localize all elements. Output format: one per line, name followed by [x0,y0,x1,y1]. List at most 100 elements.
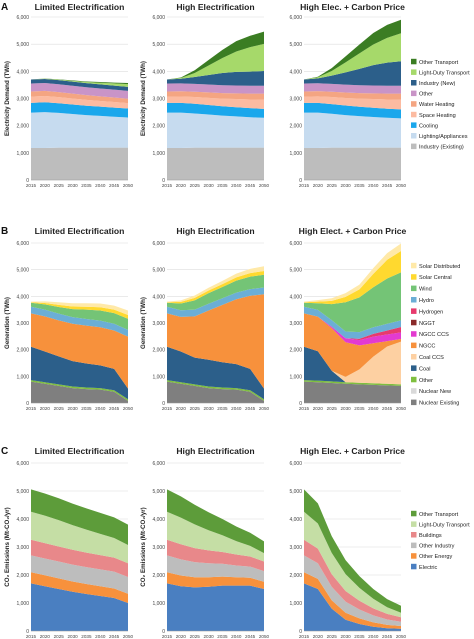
legend-panel-c: Other Transport Light-Duty Transport Build… [411,510,470,571]
x-tick-label: 2035 [217,406,228,411]
y-tick-label: 3,000 [152,97,165,103]
legend-swatch [411,58,417,65]
x-tick-label: 2015 [299,406,310,411]
x-tick-label: 2050 [396,406,407,411]
area-other-transport [304,19,401,80]
legend-swatch [411,532,417,538]
area-hydro [31,306,128,337]
y-tick-label: 3,000 [16,321,29,327]
y-tick-label: 2,000 [16,124,29,130]
y-tick-label: 6,000 [289,15,302,21]
x-tick-label: 2020 [176,406,187,411]
x-tick-label: 2025 [190,183,201,188]
legend-swatch [411,80,417,86]
legend-label: NGCC [419,344,435,350]
y-tick-label: 0 [162,629,165,635]
y-tick-label: 5,000 [152,42,165,48]
x-tick-label: 2045 [245,634,256,639]
x-tick-label: 2025 [190,406,201,411]
panel-letter-c: C [1,446,8,457]
chart-title: High Electrification [176,2,254,12]
area-wind [167,274,264,311]
x-tick-label: 2035 [354,406,365,411]
x-tick-label: 2025 [54,634,65,639]
area-other [31,83,128,99]
y-tick-label: 4,000 [289,294,302,300]
area-other-transport [31,78,128,85]
legend-label: Other Transport [419,512,459,518]
x-tick-label: 2030 [67,406,78,411]
x-tick-label: 2050 [396,634,407,639]
legend-label: Industry (New) [419,81,456,87]
y-tick-label: 5,000 [289,268,302,274]
x-tick-label: 2045 [245,406,256,411]
y-tick-label: 3,000 [152,321,165,327]
legend-swatch [411,262,417,269]
legend-label: Other Industry [419,544,455,550]
area-industry-existing [304,147,401,180]
y-tick-label: 2,000 [152,124,165,130]
y-tick-label: 2,000 [289,124,302,130]
area-buildings [304,539,401,622]
area-lighting-appliances [31,112,128,148]
chart-title: Limited Electrification [35,2,125,12]
area-industry-new [304,61,401,86]
legend-swatch [411,521,417,527]
area-industry-existing [167,147,264,180]
legend-swatch [411,133,417,139]
area-hydrogen [304,313,401,341]
area-other-industry [31,555,128,594]
legend-label: Light-Duty Transport [419,70,470,76]
y-tick-label: 6,000 [289,241,302,247]
y-tick-label: 0 [26,629,29,635]
x-tick-label: 2040 [95,406,106,411]
y-tick-label: 0 [299,401,302,407]
legend-label: Coal CCS [419,355,444,361]
y-tick-label: 1,000 [16,151,29,157]
area-solar-central [304,251,401,305]
legend-label: Space Heating [419,113,456,119]
legend-swatch [411,331,417,337]
y-tick-label: 2,000 [16,348,29,354]
area-coal [304,346,401,385]
y-tick-label: 1,000 [289,601,302,607]
area-nuclear-existing [304,381,401,403]
area-cooling [31,102,128,118]
x-tick-label: 2040 [95,183,106,188]
y-tick-label: 2,000 [16,573,29,579]
area-water-heating [31,90,128,104]
x-tick-label: 2050 [259,183,270,188]
area-other-transport [31,489,128,546]
x-tick-label: 2035 [217,183,228,188]
chart-title: Limited Electrification [35,226,125,236]
area-nuclear-existing [167,381,264,403]
legend-label: Hydrogen [419,309,443,315]
area-other-energy [304,572,401,629]
area-other [167,380,264,401]
y-tick-label: 0 [299,178,302,184]
y-tick-label: 5,000 [16,489,29,495]
x-tick-label: 2020 [40,183,51,188]
legend-swatch [411,143,417,150]
y-tick-label: 3,000 [152,545,165,551]
legend-label: Hydro [419,298,434,304]
x-tick-label: 2050 [259,406,270,411]
x-tick-label: 2035 [354,183,365,188]
x-tick-label: 2025 [327,634,338,639]
x-tick-label: 2050 [123,406,134,411]
x-tick-label: 2035 [81,183,92,188]
legend-swatch [411,274,417,280]
y-axis-label: Generation (TWh) [4,297,11,349]
x-tick-label: 2040 [95,634,106,639]
chart-title: High Elect. + Carbon Price [299,226,407,236]
legend-label: Other Energy [419,554,452,560]
x-tick-label: 2045 [382,406,393,411]
chart-title: High Elec. + Carbon Price [300,2,405,12]
x-tick-label: 2030 [203,183,214,188]
y-tick-label: 4,000 [152,294,165,300]
